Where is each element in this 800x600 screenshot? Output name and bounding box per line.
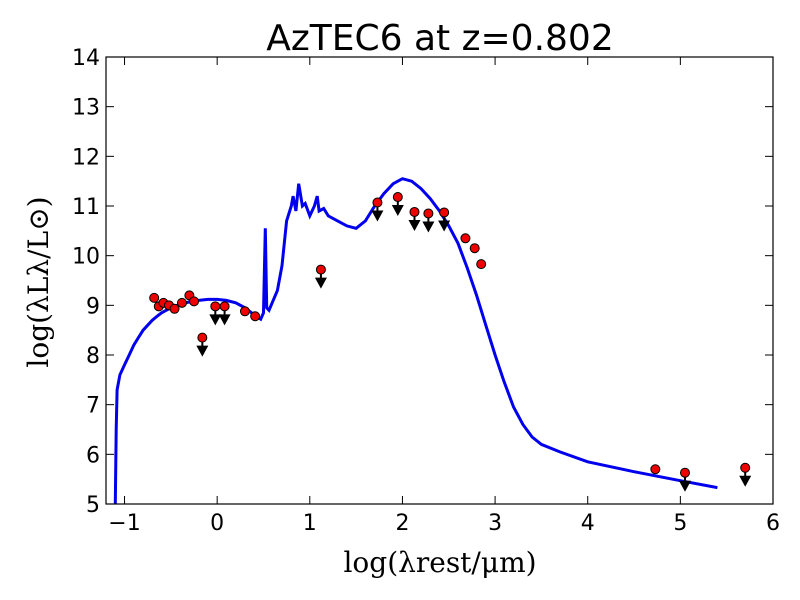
upper-limit-marker bbox=[218, 301, 231, 326]
y-tick-label: 14 bbox=[72, 46, 100, 71]
upper-limit-marker bbox=[371, 197, 384, 222]
detection-point bbox=[476, 259, 487, 270]
x-axis: −1 0 1 2 3 4 5 6 bbox=[108, 57, 780, 536]
upper-limit-marker bbox=[678, 467, 691, 492]
upper-limit-marker bbox=[196, 332, 209, 357]
upper-limit-marker bbox=[391, 192, 404, 217]
y-tick-label: 11 bbox=[72, 195, 100, 220]
detection-point bbox=[650, 464, 661, 475]
upper-limit-marker bbox=[422, 208, 435, 233]
plot-frame bbox=[105, 56, 774, 505]
upper-limit-marker bbox=[739, 462, 752, 487]
x-tick-label: 3 bbox=[488, 511, 502, 536]
upper-limit-marker bbox=[408, 206, 421, 231]
detection-point bbox=[149, 292, 160, 303]
detection-point bbox=[189, 296, 200, 307]
x-tick-label: 6 bbox=[766, 511, 780, 536]
detection-point bbox=[169, 303, 180, 314]
x-tick-label: 1 bbox=[303, 511, 317, 536]
chart-title: AzTEC6 at z=0.802 bbox=[266, 18, 613, 59]
detection-point bbox=[239, 306, 250, 317]
x-tick-label: 0 bbox=[210, 511, 224, 536]
y-tick-label: 5 bbox=[86, 493, 100, 518]
detection-point bbox=[250, 311, 261, 322]
y-tick-label: 10 bbox=[72, 245, 100, 270]
y-tick-label: 6 bbox=[86, 443, 100, 468]
y-axis: 5 6 7 8 9 10 11 12 13 14 bbox=[72, 46, 773, 518]
x-tick-label: 5 bbox=[673, 511, 687, 536]
x-tick-label: 2 bbox=[395, 511, 409, 536]
upper-limit-marker bbox=[314, 264, 327, 289]
x-axis-label: log(λrest/μm) bbox=[343, 546, 536, 579]
detection-point bbox=[176, 297, 187, 308]
y-tick-label: 13 bbox=[72, 96, 100, 121]
upper-limit-marker bbox=[209, 301, 222, 326]
upper-limit-marker bbox=[438, 207, 451, 232]
y-tick-label: 8 bbox=[86, 344, 100, 369]
y-tick-label: 12 bbox=[72, 145, 100, 170]
y-tick-label: 7 bbox=[86, 394, 100, 419]
y-tick-label: 9 bbox=[86, 294, 100, 319]
y-axis-label: log(λLλ/L⊙) bbox=[22, 196, 55, 367]
detection-point bbox=[460, 233, 471, 244]
detection-point bbox=[469, 243, 480, 254]
x-tick-label: 4 bbox=[581, 511, 595, 536]
x-tick-label: −1 bbox=[108, 511, 140, 536]
sed-model-line bbox=[113, 177, 718, 504]
plot-area bbox=[105, 56, 774, 505]
